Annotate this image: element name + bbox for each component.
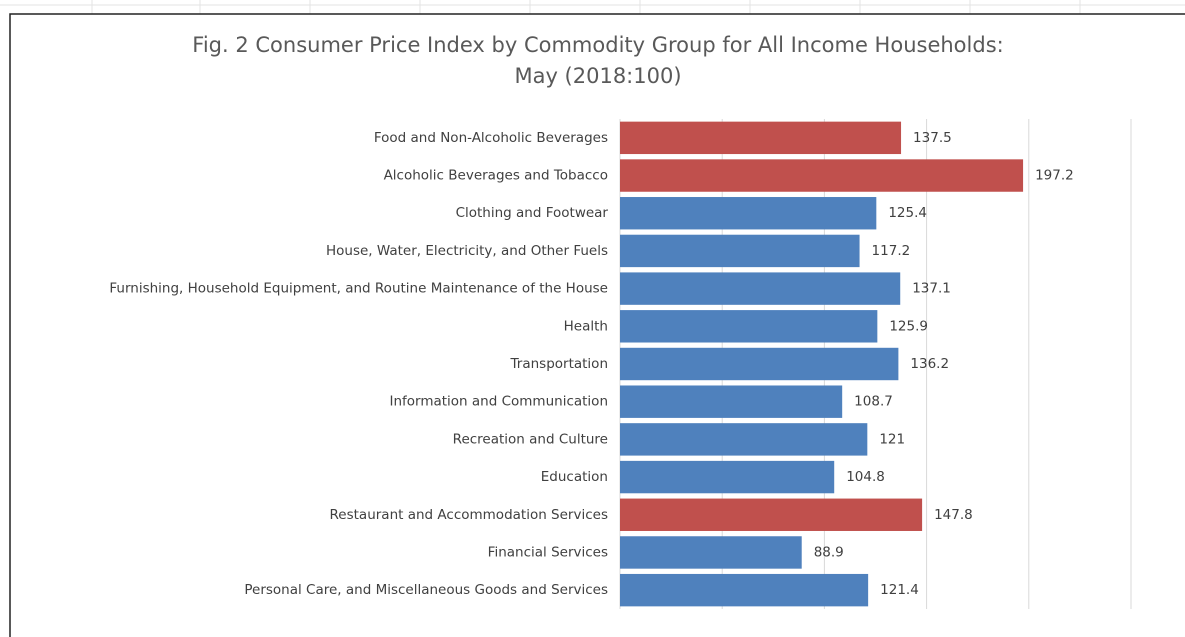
bar	[620, 197, 877, 230]
data-label: 88.9	[814, 544, 844, 560]
bar	[620, 573, 869, 607]
bar	[620, 385, 843, 418]
data-label: 137.1	[912, 281, 951, 297]
data-label: 125.4	[888, 205, 927, 221]
y-tick-label: Food and Non-Alcoholic Beverages	[374, 130, 608, 146]
y-tick-label: Clothing and Footwear	[456, 205, 609, 221]
data-label: 136.2	[910, 356, 949, 372]
y-tick-label: Furnishing, Household Equipment, and Rou…	[109, 281, 608, 297]
bar	[620, 498, 923, 531]
data-label: 108.7	[854, 394, 893, 410]
y-tick-label: Personal Care, and Miscellaneous Goods a…	[244, 582, 608, 598]
data-label: 121.4	[880, 582, 919, 598]
data-label: 137.5	[913, 130, 952, 146]
bar	[620, 121, 902, 155]
data-label: 104.8	[846, 469, 885, 485]
y-tick-label: Alcoholic Beverages and Tobacco	[384, 168, 608, 184]
y-tick-label: Financial Services	[488, 544, 608, 560]
bar	[620, 460, 835, 494]
y-tick-label: Recreation and Culture	[453, 431, 608, 447]
bar	[620, 272, 901, 305]
bar	[620, 310, 878, 343]
y-tick-label: Restaurant and Accommodation Services	[330, 507, 608, 523]
bar	[620, 159, 1024, 192]
data-label: 121	[879, 431, 905, 447]
bar	[620, 536, 802, 569]
bar	[620, 423, 868, 456]
y-tick-label: Health	[564, 318, 608, 334]
y-tick-label: House, Water, Electricity, and Other Fue…	[326, 243, 608, 259]
y-tick-label: Education	[541, 469, 608, 485]
chart-title: Fig. 2 Consumer Price Index by Commodity…	[192, 33, 1003, 57]
y-tick-label: Transportation	[510, 356, 608, 372]
data-label: 147.8	[934, 507, 973, 523]
chart-frame	[9, 13, 1185, 637]
data-label: 197.2	[1035, 168, 1074, 184]
bar	[620, 234, 860, 268]
data-label: 125.9	[889, 318, 928, 334]
y-tick-label: Information and Communication	[389, 394, 608, 410]
data-label: 117.2	[872, 243, 911, 259]
sheet-grid	[0, 0, 1185, 14]
bar	[620, 347, 899, 381]
chart-title: May (2018:100)	[514, 64, 681, 88]
